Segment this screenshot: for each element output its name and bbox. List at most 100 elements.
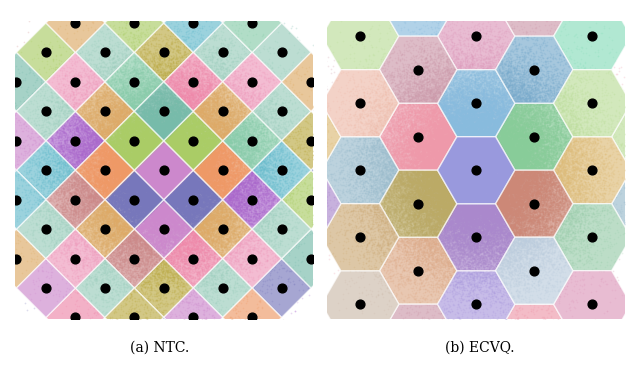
Point <box>571 98 581 104</box>
Point <box>100 151 110 157</box>
Point <box>134 213 145 219</box>
Point <box>219 156 229 161</box>
Point <box>472 145 483 151</box>
Point <box>447 115 457 121</box>
Point <box>202 199 212 205</box>
Point <box>147 166 157 172</box>
Point <box>421 203 431 209</box>
Point <box>462 136 472 142</box>
Point <box>225 217 235 223</box>
Point <box>136 188 147 194</box>
Point <box>168 210 179 216</box>
Point <box>483 115 493 121</box>
Point <box>138 134 148 139</box>
Point <box>174 145 184 151</box>
Point <box>214 146 224 152</box>
Point <box>148 238 158 244</box>
Point <box>534 175 545 180</box>
Point <box>415 198 425 204</box>
Point <box>188 190 198 195</box>
Point <box>503 175 513 181</box>
Point <box>458 156 468 162</box>
Point <box>138 290 148 296</box>
Point <box>147 235 157 241</box>
Point <box>52 126 62 131</box>
Point <box>223 137 234 143</box>
Point <box>173 235 184 241</box>
Point <box>451 141 461 146</box>
Point <box>477 198 488 203</box>
Point <box>267 173 277 179</box>
Point <box>87 268 97 273</box>
Point <box>168 111 178 116</box>
Point <box>473 205 483 211</box>
Point <box>144 116 154 122</box>
Point <box>124 150 134 156</box>
Point <box>166 119 177 125</box>
Point <box>401 251 412 257</box>
Point <box>413 191 424 197</box>
Point <box>468 182 479 187</box>
Point <box>570 164 580 169</box>
Point <box>217 154 227 160</box>
Point <box>49 209 60 214</box>
Point <box>158 179 168 185</box>
Point <box>483 129 493 135</box>
Point <box>474 187 484 193</box>
Point <box>417 160 428 166</box>
Point <box>172 113 182 119</box>
Point <box>433 165 443 171</box>
Point <box>144 146 154 152</box>
Point <box>495 186 506 192</box>
Point <box>403 237 413 243</box>
Point <box>102 223 112 229</box>
Point <box>69 143 79 149</box>
Point <box>162 247 172 253</box>
Point <box>118 228 129 234</box>
Point <box>243 119 253 124</box>
Point <box>441 59 451 64</box>
Point <box>463 253 474 259</box>
Point <box>522 180 532 186</box>
Point <box>514 247 524 253</box>
Point <box>204 211 214 217</box>
Point <box>513 89 523 95</box>
Point <box>76 234 86 239</box>
Point <box>480 166 490 172</box>
Point <box>108 258 118 264</box>
Point <box>480 233 490 239</box>
Point <box>429 102 440 108</box>
Point <box>483 227 493 233</box>
Point <box>479 161 490 167</box>
Point <box>485 79 495 85</box>
Point <box>417 152 427 158</box>
Point <box>209 107 220 113</box>
Point <box>456 151 467 157</box>
Point <box>163 289 173 295</box>
Point <box>106 224 116 230</box>
Point <box>180 221 191 227</box>
Point <box>562 219 572 224</box>
Point <box>167 72 177 78</box>
Point <box>124 153 134 159</box>
Point <box>454 197 464 202</box>
Point <box>107 169 117 175</box>
Point <box>552 213 562 219</box>
Point <box>125 239 136 245</box>
Point <box>157 138 167 144</box>
Point <box>423 164 433 169</box>
Point <box>227 127 237 132</box>
Point <box>154 153 164 158</box>
Point <box>136 214 147 220</box>
Point <box>481 167 492 173</box>
Point <box>111 224 121 230</box>
Point <box>480 128 490 134</box>
Point <box>194 199 204 205</box>
Point <box>122 259 132 265</box>
Point <box>387 168 397 173</box>
Point <box>148 131 158 137</box>
Point <box>472 199 482 205</box>
Point <box>224 247 234 253</box>
Point <box>567 176 577 182</box>
Point <box>519 191 529 197</box>
